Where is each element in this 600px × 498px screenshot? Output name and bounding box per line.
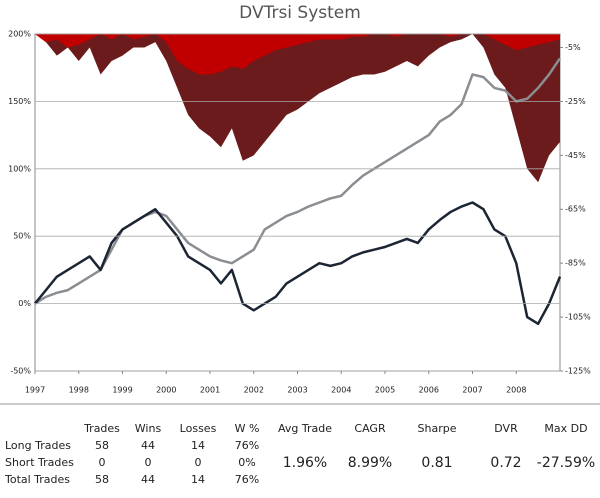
y-tick-label: 100% (8, 164, 31, 173)
x-tick-label: 2005 (375, 386, 395, 395)
summary-value: 0.81 (421, 455, 452, 471)
summary-value: -27.59% (537, 455, 595, 471)
x-tick-label: 2007 (462, 386, 482, 395)
summary-label: Sharpe (418, 422, 457, 435)
y-tick-label: -50% (10, 367, 31, 376)
table-cell: 0 (99, 456, 106, 469)
summary-value: 8.99% (348, 455, 392, 471)
table-cell: 0 (145, 456, 152, 469)
y-tick-label: 200% (8, 30, 31, 39)
y2-tick-label: -105% (565, 313, 591, 322)
table-cell: 0% (238, 456, 255, 469)
table-header: Trades (83, 422, 120, 435)
table-cell: 76% (235, 473, 259, 486)
x-tick-label: 1999 (112, 386, 132, 395)
x-tick-label: 2002 (244, 386, 264, 395)
table-cell: 58 (95, 439, 109, 452)
x-tick-label: 2001 (200, 386, 220, 395)
y2-tick-label: -65% (565, 205, 586, 214)
x-tick-label: 2003 (287, 386, 307, 395)
summary-label: CAGR (354, 422, 386, 435)
y2-tick-label: -25% (565, 97, 586, 106)
table-header: W % (235, 422, 260, 435)
table-cell: 44 (141, 439, 155, 452)
chart-title: DVTrsi System (239, 3, 361, 23)
y2-tick-label: -85% (565, 259, 586, 268)
y-tick-label: 150% (8, 97, 31, 106)
table-cell: 76% (235, 439, 259, 452)
summary-label: Avg Trade (278, 422, 332, 435)
y2-tick-label: -125% (565, 367, 591, 376)
equity-line (34, 201, 562, 326)
table-header: Wins (135, 422, 162, 435)
row-label: Short Trades (5, 456, 74, 469)
x-tick-label: 2000 (156, 386, 176, 395)
summary-value: 1.96% (283, 455, 327, 471)
table-cell: 58 (95, 473, 109, 486)
table-cell: 0 (195, 456, 202, 469)
x-tick-label: 2008 (506, 386, 526, 395)
row-label: Long Trades (5, 439, 71, 452)
y2-tick-label: -45% (565, 151, 586, 160)
summary-label: DVR (494, 422, 518, 435)
x-tick-label: 1998 (69, 386, 89, 395)
summary-label: Max DD (544, 422, 587, 435)
drawdown-area (35, 34, 560, 183)
y-tick-label: 0% (18, 299, 31, 308)
summary-value: 0.72 (490, 455, 521, 471)
x-tick-label: 2006 (419, 386, 439, 395)
table-cell: 44 (141, 473, 155, 486)
y2-tick-label: -5% (565, 43, 581, 52)
row-label: Total Trades (4, 473, 70, 486)
x-tick-label: 2004 (331, 386, 351, 395)
table-cell: 14 (191, 439, 205, 452)
table-cell: 14 (191, 473, 205, 486)
table-header: Losses (180, 422, 217, 435)
y-tick-label: 50% (13, 232, 31, 241)
x-tick-label: 1997 (25, 386, 45, 395)
drawdown-area (35, 34, 560, 75)
